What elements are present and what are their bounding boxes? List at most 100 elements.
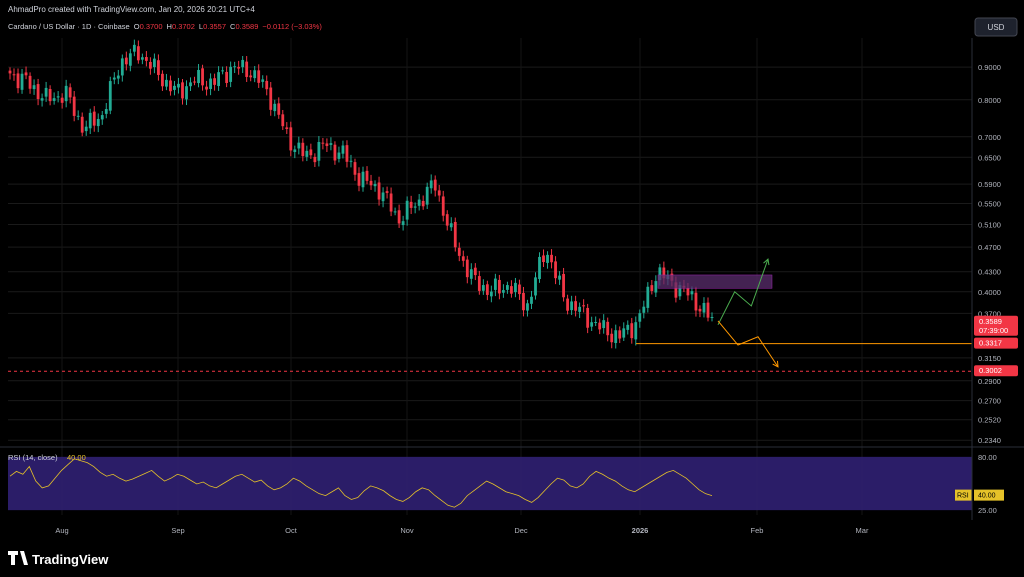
candle-body [654, 281, 658, 293]
candle-body [433, 179, 437, 191]
candle-body [413, 206, 417, 208]
candle-body [64, 85, 68, 102]
time-tick-label: 2026 [632, 526, 649, 535]
rsi-line [9, 458, 713, 508]
overlays [8, 258, 972, 372]
candle-body [562, 273, 565, 298]
candle-body [197, 69, 200, 84]
candle-body [437, 190, 441, 196]
candle-body [461, 256, 465, 261]
price-tick-label: 0.5900 [978, 180, 1001, 189]
candle-body [646, 286, 650, 308]
candle-body [546, 254, 549, 263]
brand-text: TradingView [32, 552, 109, 567]
candle-body [401, 221, 405, 226]
price-label-text: 0.3317 [979, 339, 1002, 348]
candle-body [56, 96, 60, 98]
candle-body [157, 60, 160, 75]
price-tick-label: 0.3150 [978, 354, 1001, 363]
candle-body [169, 80, 172, 92]
candle-body [277, 103, 281, 115]
candle-body [477, 276, 481, 291]
rsi-band [8, 456, 972, 511]
candle-body [177, 83, 180, 88]
candle-body [153, 58, 156, 68]
rsi-tick-label: 80.00 [978, 453, 997, 462]
candle-body [257, 70, 261, 83]
candle-body [217, 72, 220, 87]
candle-body [48, 88, 52, 102]
candle-body [614, 330, 618, 344]
candle-body [534, 277, 537, 296]
candle-body [245, 61, 249, 77]
candle-body [149, 61, 152, 69]
candle-body [538, 256, 541, 280]
candle-body [586, 307, 590, 328]
candle-body [345, 145, 349, 162]
price-label-text: 0.3589 [979, 317, 1002, 326]
candle-body [522, 292, 525, 311]
price-tick-label: 0.2520 [978, 416, 1001, 425]
candle-body [381, 192, 385, 202]
candle-body [321, 142, 325, 144]
candle-body [185, 86, 188, 100]
candle-body [40, 98, 44, 101]
candle-body [233, 66, 237, 68]
candle-body [72, 96, 76, 116]
candle-body [28, 75, 32, 89]
candle-body [76, 115, 80, 117]
candle-body [221, 70, 225, 72]
candle-body [658, 267, 662, 281]
candle-body [88, 112, 92, 129]
candle-body [497, 279, 501, 294]
candle-body [341, 145, 345, 154]
candle-body [229, 66, 233, 82]
time-tick-label: Sep [171, 526, 184, 535]
candle-body [249, 75, 253, 78]
candle-body [510, 286, 513, 294]
price-label-text: 0.3002 [979, 366, 1002, 375]
candle-body [8, 70, 12, 74]
candle-body [337, 152, 341, 159]
candle-body [36, 84, 40, 100]
candle-body [698, 308, 702, 312]
candle-body [144, 57, 148, 61]
candle-body [189, 82, 192, 87]
candle-body [457, 247, 461, 256]
candle-body [265, 80, 269, 90]
candle-body [618, 330, 622, 339]
candle-body [16, 73, 20, 89]
time-tick-label: Oct [285, 526, 298, 535]
candle-body [285, 127, 289, 129]
candle-body [52, 98, 56, 101]
candle-body [120, 58, 124, 76]
candle-body [325, 143, 329, 146]
candle-body [602, 320, 606, 329]
candle-body [377, 182, 381, 200]
legend-row: Cardano / US Dollar · 1D · Coinbase O0.37… [8, 22, 322, 31]
candle-body [686, 287, 690, 296]
candle-body [598, 322, 602, 330]
candle-body [481, 285, 485, 291]
candle-body [80, 116, 84, 133]
candle-body [317, 142, 321, 161]
candle-body [493, 278, 497, 290]
time-tick-label: Aug [55, 526, 68, 535]
price-tick-label: 0.4000 [978, 288, 1001, 297]
candle-body [445, 214, 449, 226]
candle-body [662, 267, 666, 279]
candle-body [104, 109, 108, 114]
candle-body [650, 285, 654, 291]
grid [8, 38, 972, 515]
time-tick-label: Nov [400, 526, 414, 535]
candle-body [417, 199, 421, 206]
credit-text: AhmadPro created with TradingView.com, J… [8, 5, 255, 14]
price-tick-label: 0.7000 [978, 133, 1001, 142]
candle-body [489, 291, 493, 297]
rsi-value-box [974, 489, 1004, 501]
candle-body [253, 70, 257, 79]
countdown-label: 07:39:00 [979, 326, 1008, 335]
currency-button[interactable] [974, 17, 1018, 37]
candle-body [606, 321, 610, 336]
candle-body [84, 126, 88, 132]
